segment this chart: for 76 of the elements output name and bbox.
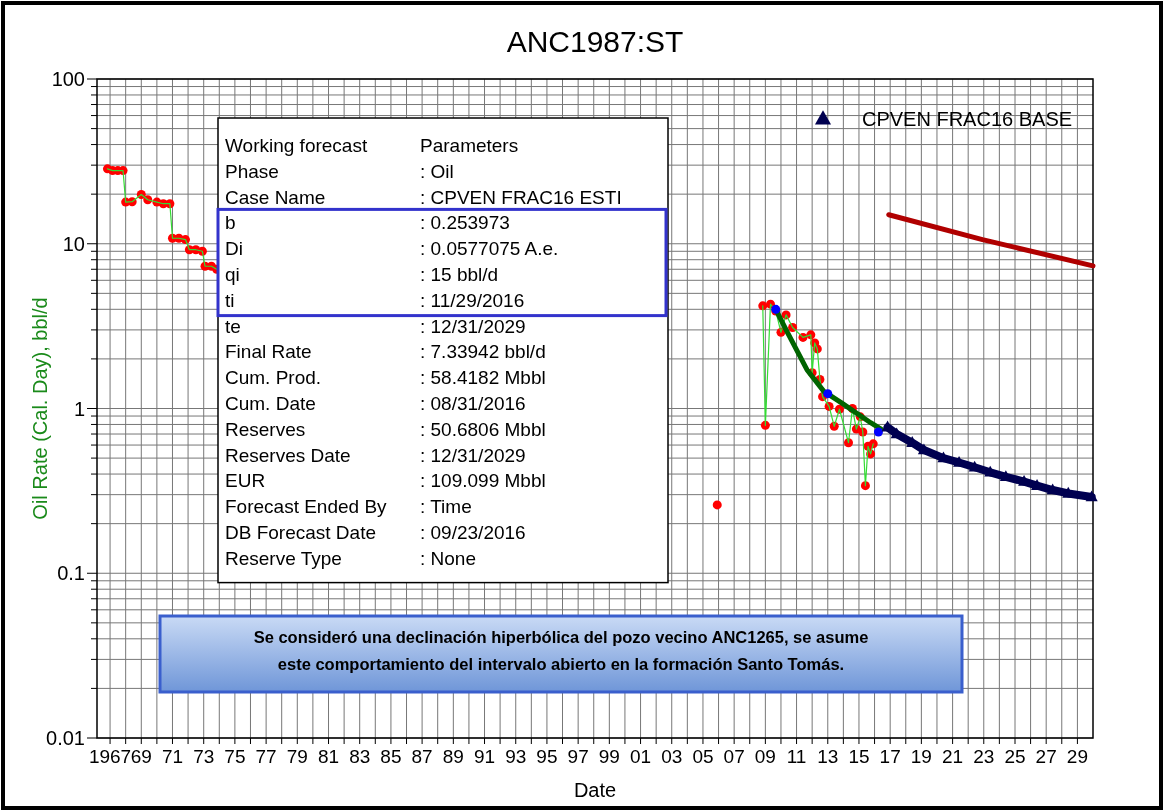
x-tick-label: 29: [1066, 746, 1088, 767]
annotation: : 15 bbl/d: [420, 264, 499, 285]
x-tick-label: 17: [879, 746, 901, 767]
x-tick-label: 25: [1004, 746, 1026, 767]
x-tick-label: 27: [1035, 746, 1057, 767]
annotation: : CPVEN FRAC16 ESTI: [420, 186, 622, 208]
x-tick-label: 93: [505, 746, 527, 767]
annotation: Cum. Date: [225, 393, 316, 414]
x-tick-label: 75: [224, 746, 246, 767]
annotation: : 7.33942 bbl/d: [420, 341, 546, 363]
annotation: Phase: [225, 160, 279, 182]
annotation: b: [225, 212, 236, 234]
annotation: Parameters: [420, 135, 519, 156]
annotation: : 11/29/2016: [420, 289, 525, 311]
y-tick-label: 10: [62, 232, 85, 255]
x-tick-label: 1967: [88, 746, 132, 767]
x-tick-label: 73: [193, 746, 215, 767]
x-tick-label: 21: [942, 746, 964, 767]
x-tick-label: 81: [317, 746, 340, 767]
annotation: EUR: [225, 470, 266, 492]
x-tick-label: 83: [349, 746, 371, 767]
annotation: DB Forecast Date: [225, 522, 376, 543]
x-tick-label: 87: [411, 746, 433, 767]
y-tick-label: 0.1: [57, 562, 85, 585]
annotation: : 08/31/2016: [420, 393, 526, 414]
annotation: Case Name: [225, 186, 326, 208]
y-axis-title: Oil Rate (Cal. Day), bbl/d: [29, 297, 51, 520]
annotation: : 50.6806 Mbbl: [420, 418, 546, 440]
annotation: : Time: [420, 496, 472, 518]
x-axis-title: Date: [573, 779, 617, 801]
x-tick-label: 79: [286, 746, 308, 767]
chart-title: ANC1987:ST: [506, 25, 684, 58]
x-tick-label: 85: [380, 746, 402, 767]
y-tick-label: 100: [51, 68, 85, 90]
x-tick-label: 69: [130, 746, 152, 767]
annotation: ti: [225, 289, 235, 311]
annotation: : 0.0577075 A.e.: [420, 238, 559, 260]
x-tick-label: 07: [723, 746, 745, 767]
annotation: : 12/31/2029: [420, 444, 526, 466]
y-tick-label: 0.01: [46, 727, 85, 749]
annotation: Reserve Type: [225, 547, 342, 569]
annotation: Reserves Date: [225, 444, 351, 466]
x-tick-label: 97: [567, 746, 589, 767]
x-tick-label: 11: [786, 746, 807, 767]
annotation: : Oil: [420, 160, 454, 182]
x-tick-label: 13: [817, 746, 839, 767]
annotation: te: [225, 315, 241, 337]
x-tick-label: 15: [848, 746, 870, 767]
x-tick-label: 03: [661, 746, 683, 767]
x-tick-label: 01: [629, 746, 652, 767]
x-tick-label: 19: [910, 746, 932, 767]
annotation: Cum. Prod.: [225, 367, 322, 389]
annotation: qi: [225, 264, 240, 285]
annotation: : 109.099 Mbbl: [420, 470, 546, 492]
x-tick-label: 95: [536, 746, 558, 767]
x-tick-label: 71: [161, 746, 184, 767]
annotation: : 12/31/2029: [420, 315, 526, 337]
annotation: : 09/23/2016: [420, 522, 526, 543]
annotation: Se consideró una declinación hiperbólica del pozo vecino ANC1265, se asume este comportamiento del intervalo abierto en la formación Santo Tomás.: [253, 628, 869, 673]
legend-label: CPVEN FRAC16 BASE: [862, 108, 1073, 130]
annotation: : 0.253973: [420, 212, 510, 234]
x-tick-label: 09: [754, 746, 776, 767]
x-tick-label: 77: [255, 746, 277, 767]
annotation: : None: [420, 547, 476, 569]
y-tick-label: 1: [73, 397, 85, 420]
x-tick-label: 23: [973, 746, 995, 767]
annotation: Working forecast: [225, 135, 368, 156]
x-tick-label: 05: [692, 746, 714, 767]
x-tick-label: 99: [598, 746, 620, 767]
annotation: Forecast Ended By: [225, 496, 388, 518]
annotation: Di: [225, 238, 243, 260]
annotation: : 58.4182 Mbbl: [420, 367, 546, 389]
x-tick-label: 89: [442, 746, 464, 767]
x-tick-label: 91: [473, 746, 496, 767]
annotation: Final Rate: [225, 341, 312, 363]
annotation: Reserves: [225, 418, 306, 440]
